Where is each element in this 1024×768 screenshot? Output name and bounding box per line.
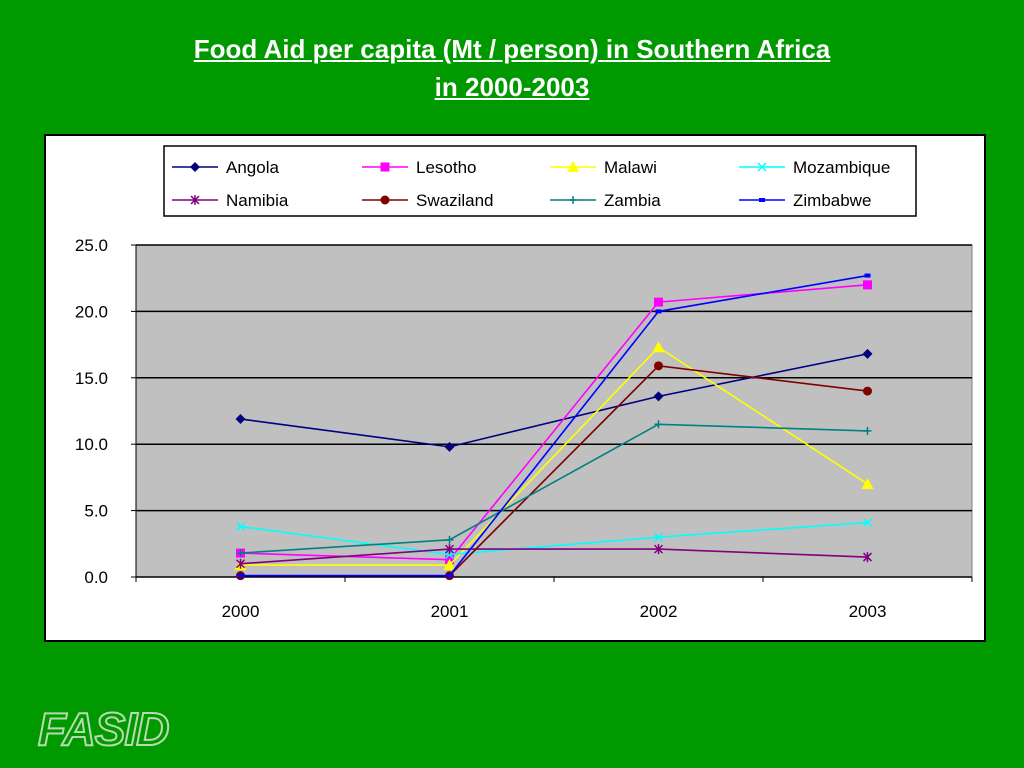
series-line-zimbabwe <box>240 274 868 577</box>
series-line-zambia <box>240 423 868 554</box>
legend-marker-zambia <box>569 196 577 204</box>
legend-marker-zimbabwe <box>759 198 765 202</box>
data-point-malawi <box>443 559 456 571</box>
data-point-zambia <box>445 535 454 544</box>
data-point-mozambique <box>653 532 664 542</box>
legend-label-namibia: Namibia <box>226 191 289 210</box>
legend-marker-mozambique <box>757 162 767 172</box>
data-point-lesotho <box>863 280 872 290</box>
legend-marker-swaziland <box>380 195 390 205</box>
x-tick-label: 2001 <box>431 602 469 621</box>
y-tick-label: 5.0 <box>84 502 108 521</box>
data-point-angola <box>862 348 873 359</box>
legend-marker-angola <box>190 162 200 172</box>
series-line-namibia <box>240 548 868 565</box>
legend-marker-malawi <box>567 161 579 172</box>
data-point-zimbabwe <box>655 309 662 314</box>
x-tick-label: 2000 <box>222 602 260 621</box>
chart-frame: Angola Lesotho Malawi Mozambique Namibia Swaz… <box>44 134 986 642</box>
data-point-zimbabwe <box>237 573 244 578</box>
data-point-swaziland <box>654 361 663 371</box>
legend-label-lesotho: Lesotho <box>416 158 477 177</box>
data-point-namibia <box>862 552 873 563</box>
legend-label-malawi: Malawi <box>604 158 657 177</box>
legend-label-mozambique: Mozambique <box>793 158 890 177</box>
plot-background <box>135 244 973 578</box>
y-tick-label: 10.0 <box>75 435 108 454</box>
data-point-swaziland <box>863 386 872 396</box>
data-point-zambia <box>236 549 245 558</box>
data-point-zambia <box>654 420 663 429</box>
legend-label-swaziland: Swaziland <box>416 191 494 210</box>
series-line-angola <box>240 353 868 448</box>
data-point-namibia <box>653 544 664 555</box>
slide-title: Food Aid per capita (Mt / person) in Sou… <box>0 30 1024 106</box>
legend-box <box>163 145 917 217</box>
legend: Angola Lesotho Malawi Mozambique Namibia Swaz… <box>163 145 917 217</box>
data-point-zimbabwe <box>446 573 453 578</box>
y-tick-label: 15.0 <box>75 369 108 388</box>
data-point-angola <box>444 441 455 452</box>
data-point-malawi <box>652 341 665 353</box>
slide-title-line-1: Food Aid per capita (Mt / person) in Sou… <box>193 34 831 64</box>
legend-label-zambia: Zambia <box>604 191 661 210</box>
data-point-lesotho <box>654 297 663 307</box>
data-point-mozambique <box>862 518 873 528</box>
data-point-namibia <box>444 544 455 555</box>
fasid-watermark-logo: FASID <box>37 702 170 756</box>
series-line-malawi <box>240 346 868 566</box>
plot-area: 0.0 5.0 10.0 15.0 20.0 25.0 2000 2001 2002 2003 <box>75 236 973 621</box>
data-point-zambia <box>863 426 872 435</box>
x-tick-label: 2002 <box>640 602 678 621</box>
series-line-mozambique <box>240 521 868 556</box>
y-tick-label: 0.0 <box>84 568 108 587</box>
legend-marker-namibia <box>190 195 200 205</box>
data-point-malawi <box>861 478 874 490</box>
line-chart: Angola Lesotho Malawi Mozambique Namibia Swaz… <box>75 145 973 621</box>
legend-label-angola: Angola <box>226 158 279 177</box>
slide-title-line-2: in 2000-2003 <box>434 72 590 102</box>
legend-marker-lesotho <box>380 162 390 172</box>
legend-label-zimbabwe: Zimbabwe <box>793 191 871 210</box>
y-tick-label: 20.0 <box>75 302 108 321</box>
data-point-angola <box>235 413 246 424</box>
x-tick-label: 2003 <box>849 602 887 621</box>
data-point-mozambique <box>235 522 246 532</box>
y-tick-label: 25.0 <box>75 236 108 255</box>
data-point-zimbabwe <box>864 273 871 278</box>
data-point-namibia <box>235 558 246 569</box>
data-point-angola <box>653 391 664 402</box>
